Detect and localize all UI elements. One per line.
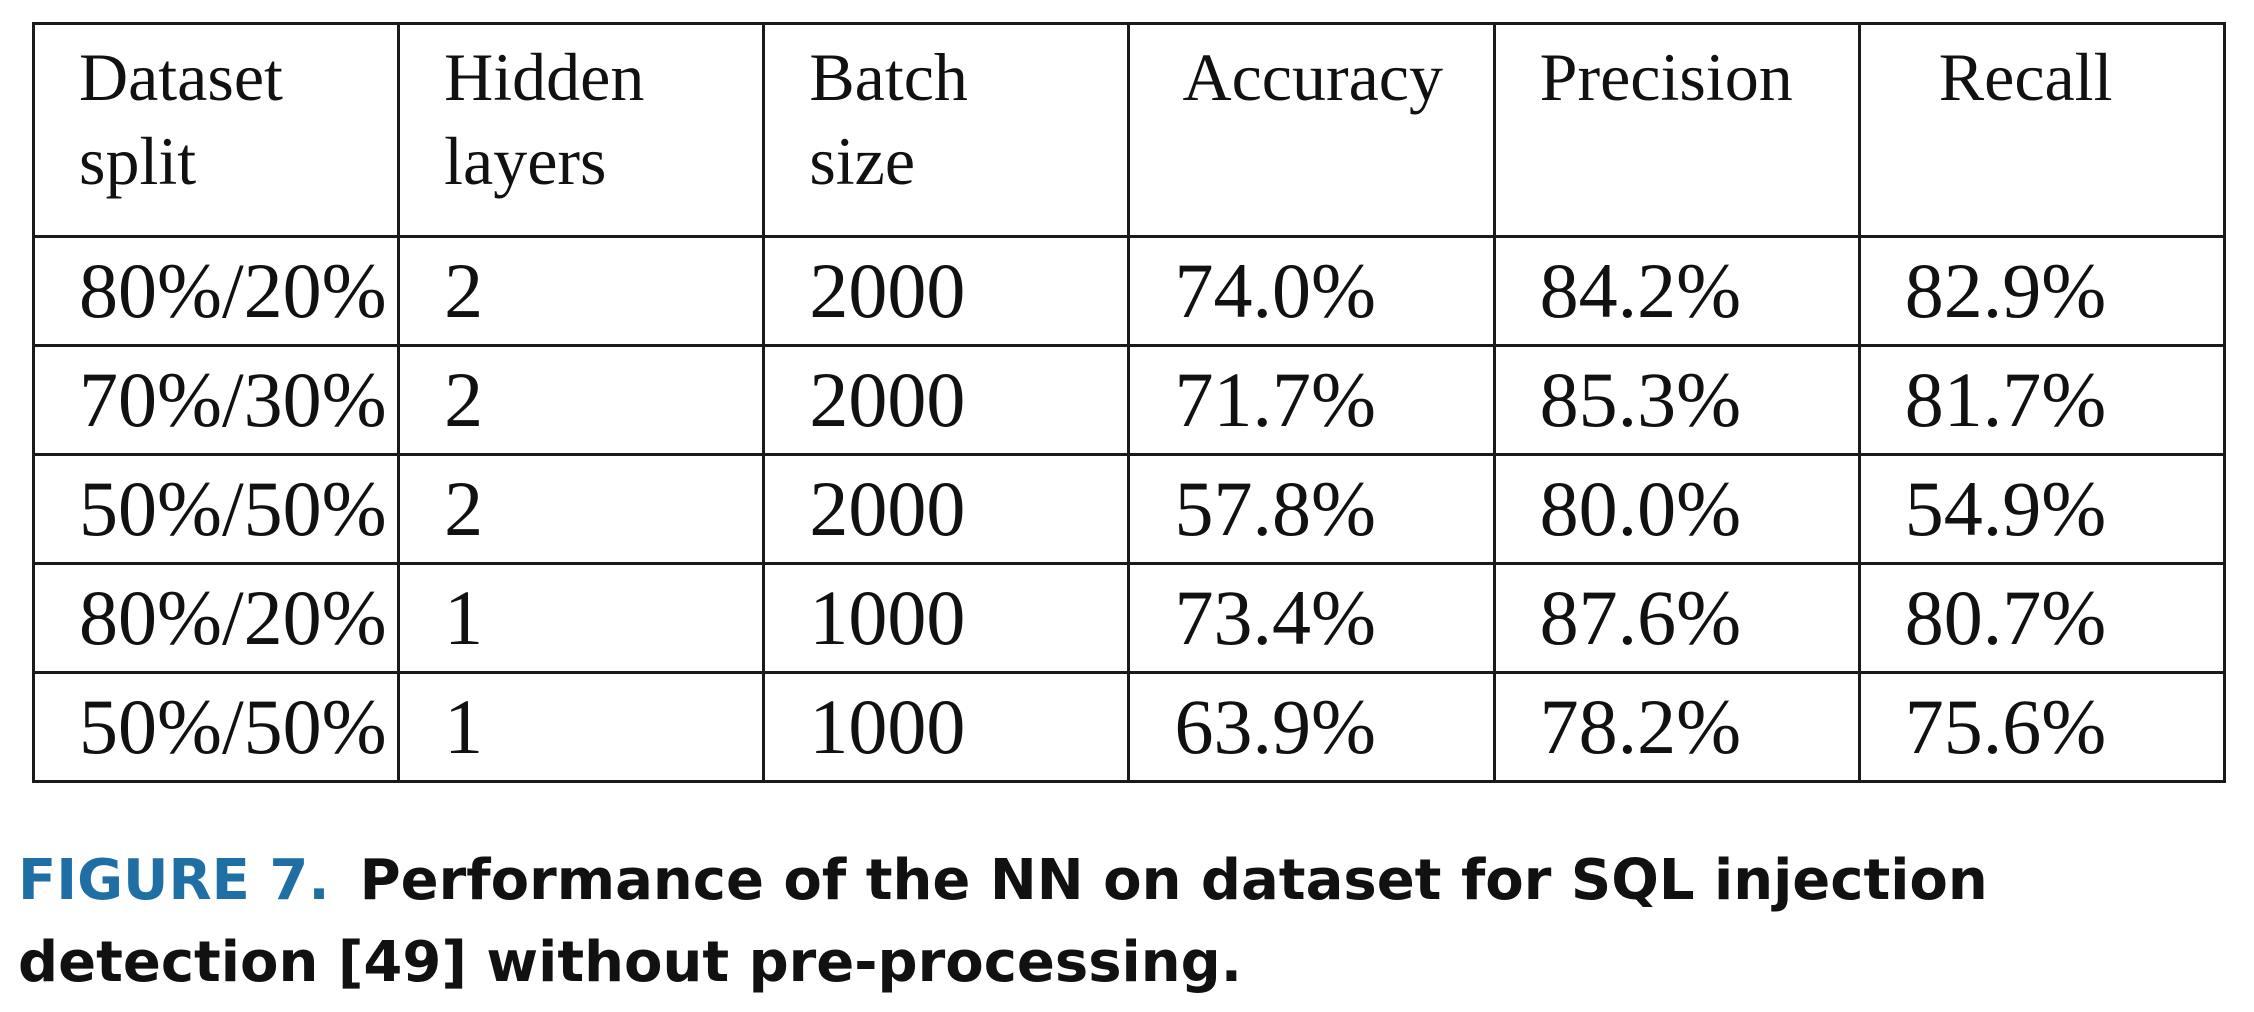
header-line: layers bbox=[444, 123, 607, 199]
table-row: 80%/20% 1 1000 73.4% 87.6% 80.7% bbox=[31, 562, 2227, 674]
cell-hidden-layers: 1 bbox=[397, 671, 766, 783]
cell-recall: 75.6% bbox=[1857, 671, 2227, 783]
cell-precision: 78.2% bbox=[1492, 671, 1861, 783]
cell-batch-size: 2000 bbox=[762, 453, 1131, 565]
cell-batch-size: 2000 bbox=[762, 344, 1131, 456]
header-line: Accuracy bbox=[1182, 39, 1443, 115]
cell-hidden-layers: 2 bbox=[397, 453, 766, 565]
header-line: Precision bbox=[1539, 39, 1793, 115]
header-hidden-layers: Hidden layers bbox=[397, 22, 766, 238]
cell-batch-size: 1000 bbox=[762, 562, 1131, 674]
caption-text: Performance of the NN on dataset for SQL… bbox=[18, 848, 1988, 995]
cell-precision: 80.0% bbox=[1492, 453, 1861, 565]
header-line: split bbox=[79, 123, 197, 199]
cell-dataset-split: 80%/20% bbox=[31, 235, 401, 347]
cell-accuracy: 74.0% bbox=[1127, 235, 1496, 347]
header-line: Batch bbox=[809, 39, 968, 115]
cell-dataset-split: 50%/50% bbox=[31, 453, 401, 565]
cell-accuracy: 63.9% bbox=[1127, 671, 1496, 783]
cell-recall: 54.9% bbox=[1857, 453, 2227, 565]
cell-accuracy: 73.4% bbox=[1127, 562, 1496, 674]
cell-batch-size: 2000 bbox=[762, 235, 1131, 347]
header-recall: Recall bbox=[1857, 22, 2227, 238]
cell-precision: 87.6% bbox=[1492, 562, 1861, 674]
cell-hidden-layers: 2 bbox=[397, 235, 766, 347]
cell-accuracy: 71.7% bbox=[1127, 344, 1496, 456]
header-batch-size: Batch size bbox=[762, 22, 1131, 238]
results-table-container: Dataset split Hidden layers Batch size Accu… bbox=[31, 22, 2227, 783]
figure-label: FIGURE 7. bbox=[18, 848, 330, 913]
header-line: Recall bbox=[1938, 39, 2113, 115]
table-row: 50%/50% 2 2000 57.8% 80.0% 54.9% bbox=[31, 453, 2227, 565]
header-precision: Precision bbox=[1492, 22, 1861, 238]
cell-precision: 84.2% bbox=[1492, 235, 1861, 347]
cell-dataset-split: 70%/30% bbox=[31, 344, 401, 456]
cell-batch-size: 1000 bbox=[762, 671, 1131, 783]
cell-recall: 81.7% bbox=[1857, 344, 2227, 456]
table-row: 80%/20% 2 2000 74.0% 84.2% 82.9% bbox=[31, 235, 2227, 347]
figure-caption: FIGURE 7. Performance of the NN on datase… bbox=[18, 840, 2218, 1004]
table-row: 50%/50% 1 1000 63.9% 78.2% 75.6% bbox=[31, 671, 2227, 783]
cell-dataset-split: 80%/20% bbox=[31, 562, 401, 674]
cell-hidden-layers: 2 bbox=[397, 344, 766, 456]
header-accuracy: Accuracy bbox=[1127, 22, 1496, 238]
header-line: Dataset bbox=[79, 39, 283, 115]
table-row: 70%/30% 2 2000 71.7% 85.3% 81.7% bbox=[31, 344, 2227, 456]
cell-dataset-split: 50%/50% bbox=[31, 671, 401, 783]
table-header-row: Dataset split Hidden layers Batch size Accu… bbox=[31, 22, 2227, 238]
cell-hidden-layers: 1 bbox=[397, 562, 766, 674]
cell-recall: 82.9% bbox=[1857, 235, 2227, 347]
cell-accuracy: 57.8% bbox=[1127, 453, 1496, 565]
cell-recall: 80.7% bbox=[1857, 562, 2227, 674]
results-table: Dataset split Hidden layers Batch size Accu… bbox=[31, 22, 2227, 783]
header-line: size bbox=[809, 123, 916, 199]
cell-precision: 85.3% bbox=[1492, 344, 1861, 456]
header-dataset-split: Dataset split bbox=[31, 22, 401, 238]
header-line: Hidden bbox=[444, 39, 645, 115]
